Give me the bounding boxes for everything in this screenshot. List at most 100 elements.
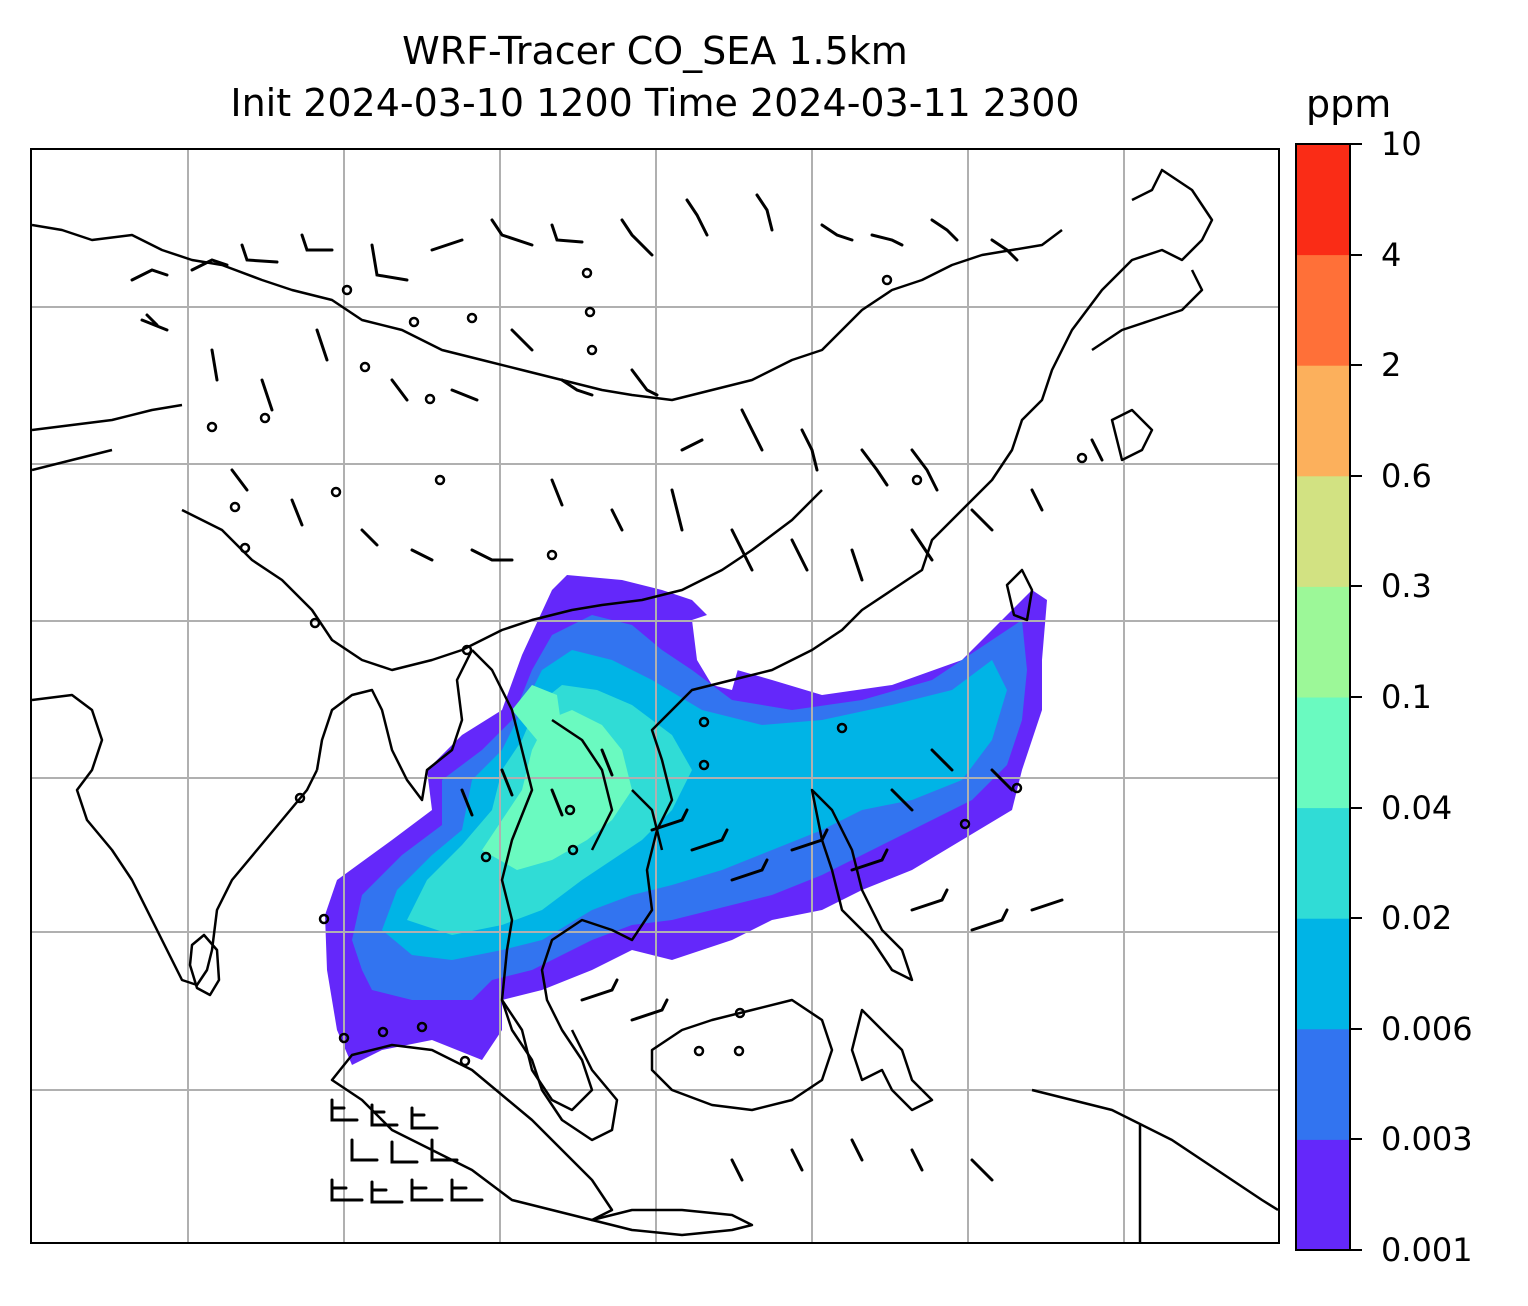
calm-marker (206, 421, 218, 433)
wind-barb (390, 378, 409, 402)
calm-marker (581, 267, 593, 279)
calm-marker (959, 818, 971, 830)
calm-marker (239, 542, 251, 554)
wind-barb (240, 243, 279, 264)
korea-japan (1091, 269, 1204, 462)
wind-barb (370, 1180, 404, 1204)
wind-barb (630, 368, 659, 397)
calm-marker (698, 716, 710, 728)
plume-level-5 (482, 710, 632, 870)
map-canvas (32, 150, 1278, 1242)
philippines (810, 788, 914, 982)
wind-barb (490, 218, 534, 247)
colorbar-segment (1296, 807, 1350, 919)
colorbar-tick-label: 0.04 (1381, 788, 1453, 827)
calm-marker (434, 474, 446, 486)
colorbar-segment (1296, 254, 1350, 366)
calm-marker (338, 1032, 350, 1044)
colorbar-segment (1296, 144, 1350, 256)
wind-barb (350, 1138, 379, 1162)
wind-barb (390, 1140, 419, 1164)
taiwan (1005, 568, 1034, 622)
wind-barb (790, 1148, 804, 1172)
calm-marker (259, 412, 271, 424)
colorbar-segment (1296, 475, 1350, 587)
wind-barb (1030, 488, 1044, 512)
calm-marker (1076, 452, 1088, 464)
wind-barb (850, 548, 864, 582)
wind-barb (550, 478, 564, 507)
wind-barb (970, 508, 994, 532)
calm-marker (911, 474, 923, 486)
wind-barb (360, 528, 379, 547)
colorbar-tick-mark (1350, 474, 1362, 477)
calm-marker (466, 312, 478, 324)
calm-marker (586, 344, 598, 356)
wind-barb (580, 978, 619, 1002)
java (590, 1208, 754, 1237)
wind-barb (970, 1158, 994, 1182)
internal-borders (461, 489, 823, 851)
wind-barb (860, 448, 889, 487)
colorbar-tick-label: 0.3 (1381, 567, 1432, 606)
colorbar-tick-mark (1350, 253, 1362, 256)
wind-barb (210, 348, 219, 382)
calm-marker (309, 617, 321, 629)
wind-barb (1030, 898, 1064, 912)
wind-barb (730, 528, 754, 572)
wind-barb (930, 218, 959, 242)
colorbar-tick-mark (1350, 696, 1362, 698)
china-mongolia-border (32, 223, 1063, 402)
colorbar-segment (1296, 918, 1350, 1030)
calm-marker (564, 804, 576, 816)
wind-barb (800, 428, 819, 472)
calm-marker (424, 393, 436, 405)
calm-marker (294, 792, 306, 804)
map-gridlines (32, 150, 1278, 1242)
colorbar-tick-label: 0.006 (1381, 1009, 1473, 1048)
colorbar-tick-mark (1350, 143, 1362, 145)
colorbar-segment (1296, 586, 1350, 698)
calm-marker (416, 1021, 428, 1033)
colorbar-tick-mark (1350, 1138, 1362, 1141)
colorbar-segment (1296, 697, 1350, 809)
wind-barb (990, 238, 1019, 262)
calm-marker (836, 722, 848, 734)
indochina-coast (471, 168, 1214, 1112)
wind-barb (755, 193, 774, 232)
sumatra (330, 1043, 614, 1222)
wind-barb (315, 328, 329, 362)
wind-barb (450, 388, 479, 402)
calm-marker (1011, 782, 1023, 794)
colorbar-tick-label: 0.6 (1381, 456, 1432, 495)
wind-barb (130, 268, 169, 282)
wind-barb (890, 788, 914, 812)
calm-marker (693, 1045, 705, 1057)
wind-barb (560, 378, 594, 397)
colorbar-tick-mark (1350, 364, 1362, 367)
colorbar-tick-label: 0.1 (1381, 678, 1432, 716)
calm-marker (584, 306, 596, 318)
wind-barb (600, 748, 614, 777)
map-title-line1: WRF-Tracer CO_SEA 1.5km (402, 29, 908, 73)
calm-marker (229, 501, 241, 513)
wind-barb (410, 548, 434, 562)
colorbar-tick-label: 0.003 (1381, 1120, 1473, 1159)
wind-barb (670, 488, 684, 532)
west-coast (32, 403, 183, 472)
wind-barb (370, 1103, 399, 1127)
wind-barb (680, 438, 704, 452)
wind-barb (790, 828, 829, 852)
wind-barb (740, 408, 764, 452)
wind-barb (330, 1098, 359, 1122)
colorbar (1295, 143, 1351, 1251)
himalaya-border (181, 508, 463, 672)
calm-marker (480, 851, 492, 863)
colorbar-segment (1296, 1028, 1350, 1140)
wind-barb (930, 748, 954, 772)
calm-wind-markers (206, 267, 1088, 1067)
wind-barb (300, 233, 334, 252)
wind-barb (290, 498, 304, 527)
wind-barb (970, 908, 1009, 932)
colorbar-tick-label: 0.001 (1381, 1231, 1473, 1269)
